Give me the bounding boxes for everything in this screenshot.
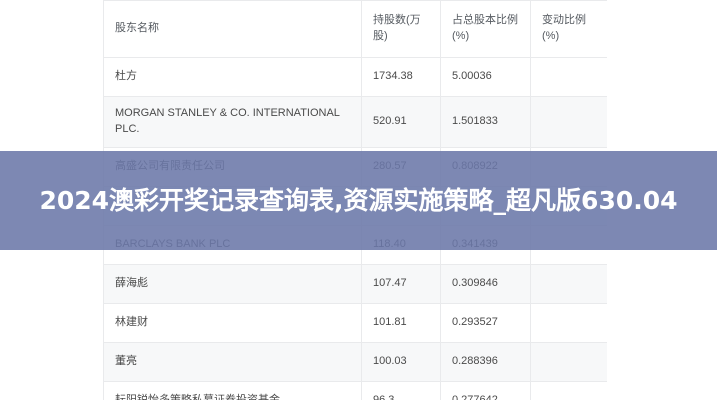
cell-share: 107.47 — [361, 264, 441, 304]
cell-pct: 0.309846 — [440, 264, 531, 304]
table-row[interactable]: BARCLAYS BANK PLC 118.40 0.341439 — [103, 225, 607, 265]
cell-share: 101.81 — [361, 303, 441, 343]
cell-pct: 0.288396 — [440, 342, 531, 382]
cell-name: 董亮 — [103, 342, 362, 382]
table-row[interactable]: 薛海彪 107.47 0.309846 — [103, 264, 607, 304]
cell-share: 118.40 — [361, 225, 441, 265]
cell-pct: 0.341439 — [440, 225, 531, 265]
cell-delta — [530, 57, 607, 97]
table-row[interactable]: 杜方 1734.38 5.00036 — [103, 57, 607, 97]
cell-name — [103, 186, 362, 226]
cell-delta — [530, 147, 607, 187]
cell-name: BARCLAYS BANK PLC — [103, 225, 362, 265]
table-row[interactable]: 耘阳锐怡多策略私募证券投资基金 96.3 0.277642 — [103, 381, 607, 400]
table-row[interactable]: 董亮 100.03 0.288396 — [103, 342, 607, 382]
cell-delta — [530, 186, 607, 226]
shareholder-table-container: 股东名称 持股数(万股) 占总股本比例(%) 变动比例(%) 杜方 1734.38… — [103, 0, 607, 400]
cell-pct — [440, 186, 531, 226]
cell-pct: 0.277642 — [440, 381, 531, 400]
cell-pct: 0.293527 — [440, 303, 531, 343]
cell-delta — [530, 342, 607, 382]
column-header-shareholder-name: 股东名称 — [103, 0, 362, 58]
cell-name: 杜方 — [103, 57, 362, 97]
cell-pct: 5.00036 — [440, 57, 531, 97]
cell-name: 高盛公司有限责任公司 — [103, 147, 362, 187]
cell-delta — [530, 225, 607, 265]
cell-name: 薛海彪 — [103, 264, 362, 304]
column-header-share-percent: 占总股本比例(%) — [440, 0, 531, 58]
column-header-shares-held: 持股数(万股) — [361, 0, 441, 58]
table-header-row: 股东名称 持股数(万股) 占总股本比例(%) 变动比例(%) — [103, 0, 607, 58]
cell-name: 林建财 — [103, 303, 362, 343]
table-body: 杜方 1734.38 5.00036 MORGAN STANLEY & CO. INT… — [103, 57, 607, 400]
table-row[interactable]: 林建财 101.81 0.293527 — [103, 303, 607, 343]
table-header: 股东名称 持股数(万股) 占总股本比例(%) 变动比例(%) — [103, 0, 607, 58]
cell-pct: 1.501833 — [440, 96, 531, 148]
cell-share: 280.57 — [361, 147, 441, 187]
cell-delta — [530, 264, 607, 304]
cell-name: MORGAN STANLEY & CO. INTERNATIONAL PLC. — [103, 96, 362, 148]
cell-delta — [530, 381, 607, 400]
table-row[interactable]: MORGAN STANLEY & CO. INTERNATIONAL PLC. 5… — [103, 96, 607, 148]
cell-share: 100.03 — [361, 342, 441, 382]
cell-delta — [530, 303, 607, 343]
table-row[interactable]: 高盛公司有限责任公司 280.57 0.808922 — [103, 147, 607, 187]
cell-share: 1734.38 — [361, 57, 441, 97]
table-row[interactable] — [103, 186, 607, 226]
cell-share: 96.3 — [361, 381, 441, 400]
cell-share — [361, 186, 441, 226]
shareholder-table: 股东名称 持股数(万股) 占总股本比例(%) 变动比例(%) 杜方 1734.38… — [103, 0, 607, 400]
cell-name: 耘阳锐怡多策略私募证券投资基金 — [103, 381, 362, 400]
cell-delta — [530, 96, 607, 148]
cell-pct: 0.808922 — [440, 147, 531, 187]
column-header-change-percent: 变动比例(%) — [530, 0, 607, 58]
cell-share: 520.91 — [361, 96, 441, 148]
